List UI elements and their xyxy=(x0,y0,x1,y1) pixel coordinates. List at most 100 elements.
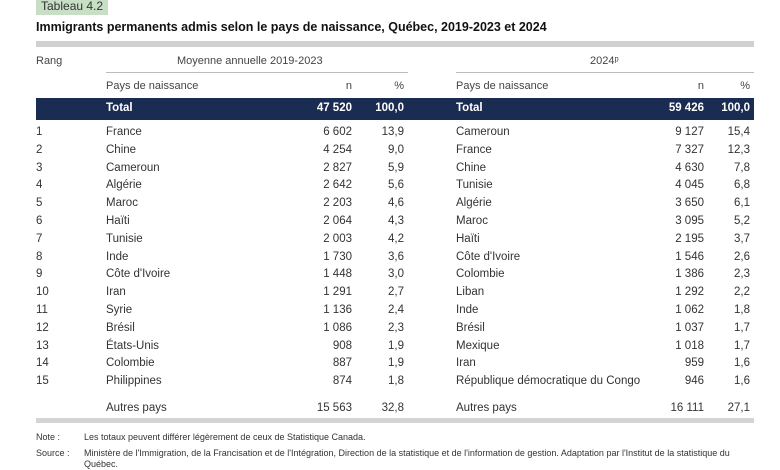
other-pct-right: 27,1 xyxy=(727,402,750,414)
rank-cell: 14 xyxy=(36,357,49,370)
n-right-cell: 1 386 xyxy=(675,268,704,281)
n-right-cell: 946 xyxy=(684,375,704,388)
header-rank: Rang xyxy=(36,55,63,67)
country-right-cell: France xyxy=(456,143,492,156)
n-left-cell: 1 448 xyxy=(323,268,352,281)
pct-left-cell: 1,9 xyxy=(388,357,404,370)
total-row-bar xyxy=(36,98,754,120)
n-left-cell: 2 003 xyxy=(323,232,352,245)
rank-cell: 12 xyxy=(36,321,49,334)
n-right-cell: 4 045 xyxy=(675,179,704,192)
rank-cell: 9 xyxy=(36,268,43,281)
source-text: Ministère de l'Immigration, de la Franci… xyxy=(84,448,730,469)
pct-right-cell: 1,6 xyxy=(734,375,750,388)
pct-right-cell: 7,8 xyxy=(734,161,750,174)
n-right-cell: 1 292 xyxy=(675,286,704,299)
country-left-cell: Colombie xyxy=(106,357,155,370)
n-left-cell: 1 136 xyxy=(323,304,352,316)
country-right-cell: Iran xyxy=(456,357,476,370)
pct-left-cell: 1,9 xyxy=(388,339,404,352)
source-label: Source : xyxy=(36,448,70,458)
pct-right-cell: 2,6 xyxy=(734,250,750,263)
header-rule-left xyxy=(106,72,408,73)
header-country-right: Pays de naissance xyxy=(456,80,549,92)
pct-right-cell: 15,4 xyxy=(727,126,750,138)
n-left-cell: 1 730 xyxy=(323,250,352,263)
n-right-cell: 1 018 xyxy=(675,339,704,352)
country-left-cell: France xyxy=(106,126,142,138)
pct-left-cell: 2,3 xyxy=(388,321,404,334)
total-label-left: Total xyxy=(106,102,133,114)
country-right-cell: Colombie xyxy=(456,268,505,281)
country-right-cell: Inde xyxy=(456,304,479,316)
n-left-cell: 1 086 xyxy=(323,321,352,334)
rank-cell: 13 xyxy=(36,339,49,352)
country-right-cell: Chine xyxy=(456,161,487,174)
header-period-right: 2024ᵖ xyxy=(590,55,619,67)
pct-right-cell: 1,8 xyxy=(734,304,750,316)
country-right-cell: Cameroun xyxy=(456,126,510,138)
n-left-cell: 2 203 xyxy=(323,197,352,210)
n-right-cell: 3 095 xyxy=(675,215,704,227)
country-left-cell: Algérie xyxy=(106,179,142,192)
country-right-cell: République démocratique du Congo xyxy=(456,375,641,388)
country-left-cell: Syrie xyxy=(106,304,133,316)
bottom-rule xyxy=(36,418,754,423)
pct-left-cell: 5,6 xyxy=(388,179,404,192)
other-pct-left: 32,8 xyxy=(381,402,404,414)
other-n-left: 15 563 xyxy=(316,402,352,414)
pct-right-cell: 2,3 xyxy=(734,268,750,281)
country-right-cell: Tunisie xyxy=(456,179,493,192)
country-left-cell: Inde xyxy=(106,250,129,263)
pct-left-cell: 3,6 xyxy=(388,250,404,263)
country-left-cell: Maroc xyxy=(106,197,138,210)
n-left-cell: 2 064 xyxy=(323,215,352,227)
header-rule-right xyxy=(456,72,754,73)
total-label-right: Total xyxy=(456,102,483,114)
table-title: Immigrants permanents admis selon le pay… xyxy=(36,20,547,34)
country-left-cell: Chine xyxy=(106,143,137,156)
pct-left-cell: 3,0 xyxy=(388,268,404,281)
n-right-cell: 4 630 xyxy=(675,161,704,174)
rank-cell: 2 xyxy=(36,143,43,156)
header-period-left: Moyenne annuelle 2019-2023 xyxy=(177,55,323,67)
pct-left-cell: 2,4 xyxy=(388,304,404,316)
pct-left-cell: 9,0 xyxy=(388,143,404,156)
n-right-cell: 1 037 xyxy=(675,321,704,334)
pct-left-cell: 4,6 xyxy=(388,197,404,210)
total-pct-right: 100,0 xyxy=(721,102,750,114)
n-left-cell: 6 602 xyxy=(323,126,352,138)
n-right-cell: 1 546 xyxy=(675,250,704,263)
country-right-cell: Brésil xyxy=(456,321,485,334)
n-left-cell: 4 254 xyxy=(323,143,352,156)
header-n-right: n xyxy=(697,80,704,92)
rank-cell: 4 xyxy=(36,179,43,192)
other-n-right: 16 111 xyxy=(670,402,704,414)
n-right-cell: 7 327 xyxy=(675,143,704,156)
pct-right-cell: 1,6 xyxy=(734,357,750,370)
pct-left-cell: 13,9 xyxy=(381,126,404,138)
pct-right-cell: 12,3 xyxy=(727,143,750,156)
pct-right-cell: 5,2 xyxy=(734,215,750,227)
pct-right-cell: 1,7 xyxy=(734,321,750,334)
pct-right-cell: 1,7 xyxy=(734,339,750,352)
n-right-cell: 1 062 xyxy=(675,304,704,316)
country-left-cell: Iran xyxy=(106,286,126,299)
top-rule xyxy=(36,41,754,47)
country-right-cell: Maroc xyxy=(456,215,488,227)
country-right-cell: Mexique xyxy=(456,339,500,352)
header-n-left: n xyxy=(345,80,352,92)
total-n-right: 59 426 xyxy=(668,102,704,114)
other-label-right: Autres pays xyxy=(456,402,517,414)
country-left-cell: Brésil xyxy=(106,321,135,334)
table-number-tag: Tableau 4.2 xyxy=(36,0,109,15)
pct-right-cell: 6,8 xyxy=(734,179,750,192)
note-label: Note : xyxy=(36,432,61,442)
rank-cell: 10 xyxy=(36,286,49,299)
country-left-cell: Côte d'Ivoire xyxy=(106,268,171,281)
country-right-cell: Haïti xyxy=(456,232,480,245)
n-left-cell: 887 xyxy=(332,357,352,370)
pct-left-cell: 4,2 xyxy=(388,232,404,245)
n-left-cell: 908 xyxy=(332,339,352,352)
n-left-cell: 874 xyxy=(332,375,352,388)
